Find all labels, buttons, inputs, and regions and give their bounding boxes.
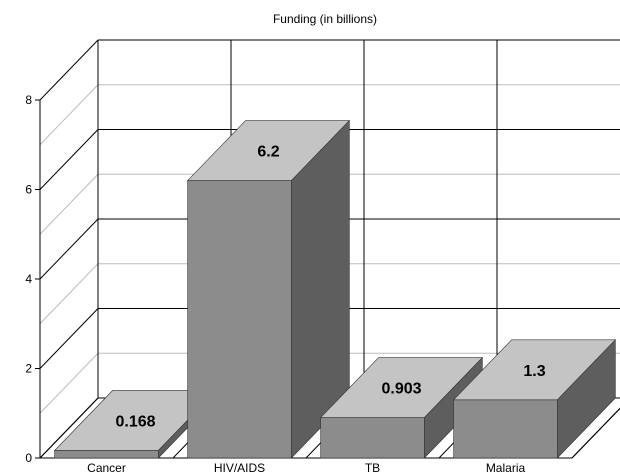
bar-value-label: 6.2 [257,144,279,161]
bar-value-label: 0.903 [381,381,421,398]
grid-line-side-major [39,129,99,190]
bar-tb [319,356,484,459]
grid-line-side-minor [39,352,99,414]
bar-side [557,339,616,459]
x-category-label: Malaria [486,461,526,475]
bar-front [54,450,159,459]
bar-front [320,417,425,459]
floor-edge-right [571,407,620,459]
bar-value-label: 1.3 [523,363,545,380]
bar-value-label: 0.168 [115,413,155,430]
grid-line-side-minor [39,84,99,146]
grid-line-side-major [39,218,99,280]
y-tick-label: 6 [25,183,32,197]
x-category-label: Cancer [87,461,126,475]
bar-malaria [452,339,617,459]
y-tick-label: 8 [25,93,32,107]
grid-line-side-minor [39,263,99,325]
grid-line-side-minor [39,173,99,235]
y-tick-label: 0 [25,451,32,465]
x-category-label: HIV/AIDS [214,461,265,475]
chart-title: Funding (in billions) [273,12,377,26]
bar-front [453,399,558,459]
bars [53,119,617,459]
y-tick-label: 2 [25,362,32,376]
y-tick-label: 4 [25,272,32,286]
x-category-label: TB [365,461,380,475]
grid-line-side-major [39,39,99,101]
bar-hiv-aids [186,119,351,459]
bar-front [187,180,292,459]
floor-line [39,397,99,459]
grid-line-side-major [39,308,99,369]
labels: 0.168 Cancer 6.2 HIV/AIDS 0.903 TB 1.3 Malaria [87,144,546,475]
